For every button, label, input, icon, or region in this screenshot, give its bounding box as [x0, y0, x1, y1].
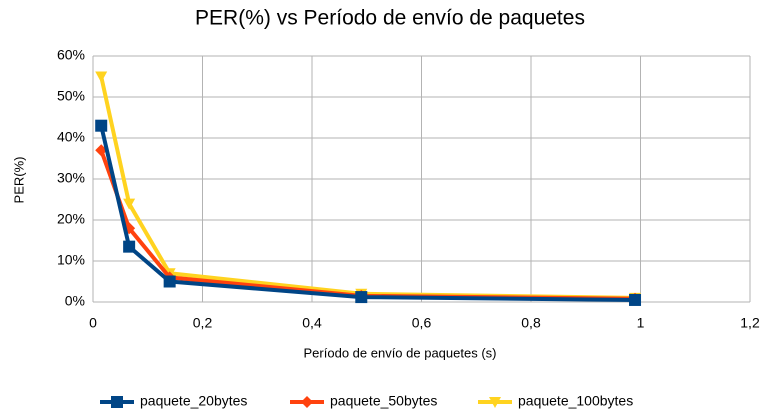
legend-label: paquete_20bytes — [140, 393, 247, 409]
x-tick-label: 0,2 — [193, 315, 213, 331]
y-tick-label: 10% — [57, 252, 85, 268]
marker — [123, 198, 136, 210]
y-axis-label: PER(%) — [11, 157, 26, 204]
chart-title: PER(%) vs Período de envío de paquetes — [195, 7, 585, 30]
x-tick-label: 1,2 — [740, 315, 760, 331]
marker — [95, 119, 108, 132]
y-tick-label: 20% — [57, 211, 85, 227]
series-line — [99, 76, 636, 300]
y-tick-label: 60% — [57, 47, 85, 63]
legend-label: paquete_100bytes — [518, 393, 633, 409]
x-tick-label: 0,4 — [302, 315, 322, 331]
marker — [163, 275, 176, 288]
y-tick-label: 40% — [57, 129, 85, 145]
marker — [123, 240, 136, 253]
marker — [489, 397, 501, 408]
x-axis-label: Período de envío de paquetes (s) — [304, 345, 497, 360]
marker — [355, 291, 368, 304]
legend-label: paquete_50bytes — [330, 393, 437, 409]
x-tick-label: 0 — [89, 315, 97, 331]
marker — [629, 293, 642, 306]
y-tick-label: 0% — [65, 293, 85, 309]
x-tick-label: 1 — [637, 315, 645, 331]
marker — [95, 71, 108, 83]
x-tick-label: 0,8 — [521, 315, 541, 331]
x-tick-label: 0,6 — [412, 315, 432, 331]
y-tick-label: 50% — [57, 88, 85, 104]
y-tick-label: 30% — [57, 170, 85, 186]
marker — [301, 396, 313, 408]
marker — [111, 396, 123, 408]
